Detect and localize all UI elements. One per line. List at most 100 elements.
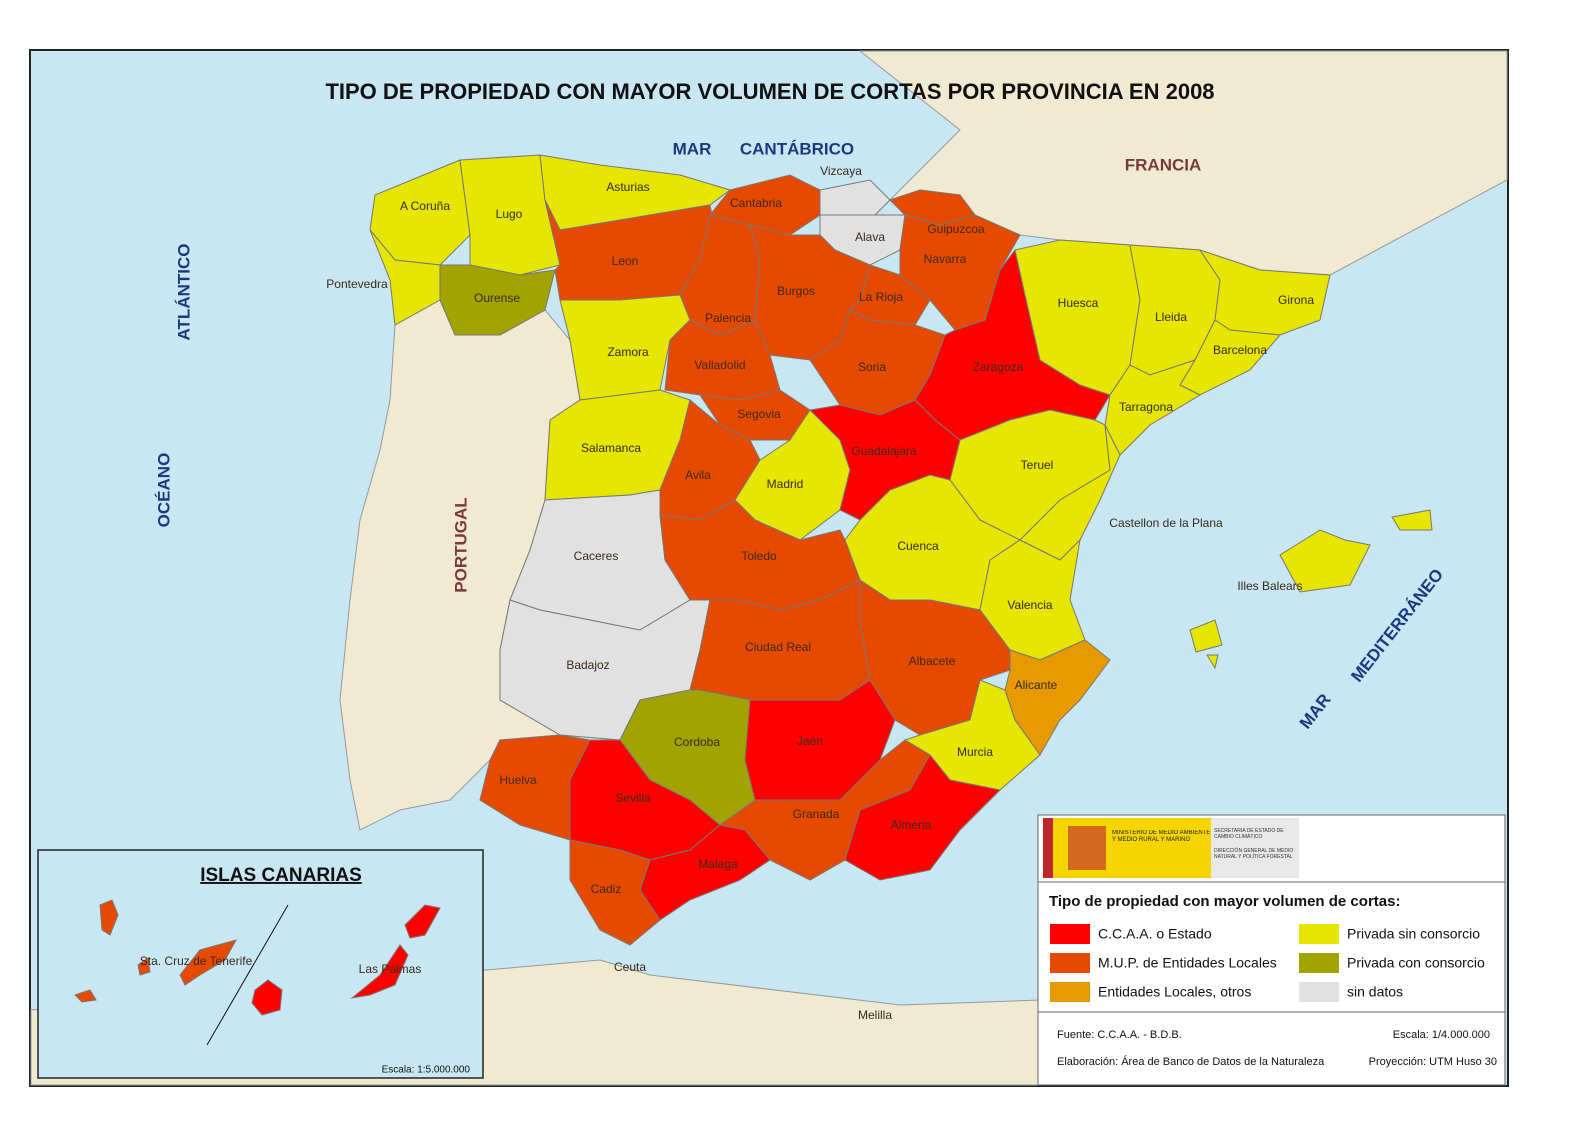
province-label: Sta. Cruz de Tenerife [140, 954, 253, 968]
legend-swatch [1050, 953, 1090, 973]
logo-ministry: MINISTERIO DE MEDIO AMBIENTE Y MEDIO RUR… [1112, 830, 1211, 843]
legend-items: C.C.A.A. o Estado M.U.P. de Entidades Loc… [1050, 924, 1485, 1002]
province [1004, 639, 1111, 756]
islands [74, 899, 441, 1016]
projection: Proyección: UTM Huso 30 [1369, 1056, 1497, 1068]
legend-swatch [1299, 924, 1339, 944]
province-label: Almeria [891, 818, 932, 832]
country-label: PORTUGAL [451, 497, 470, 592]
legend-label: Privada sin consorcio [1347, 926, 1480, 942]
province [844, 754, 1002, 881]
province-label: Huesca [1058, 296, 1099, 310]
legend-swatch [1050, 982, 1090, 1002]
divider [206, 904, 289, 1046]
province-label: Granada [793, 807, 840, 821]
province-label: Valladolid [694, 358, 745, 372]
source: Fuente: C.C.A.A. - B.D.B. [1057, 1029, 1182, 1041]
credits: Elaboración: Área de Banco de Datos de l… [1057, 1055, 1325, 1068]
city-label: Ceuta [614, 960, 646, 974]
province-label: Cadiz [591, 882, 622, 896]
province [569, 839, 661, 946]
province-label: Burgos [777, 284, 815, 298]
province-label: Asturias [606, 180, 649, 194]
inset-title: ISLAS CANARIAS [200, 865, 362, 886]
province-label: Badajoz [566, 658, 609, 672]
legend-label: C.C.A.A. o Estado [1098, 926, 1212, 942]
legend-swatch [1299, 953, 1339, 973]
province-label: Tarragona [1119, 400, 1173, 414]
legend-swatch [1050, 924, 1090, 944]
province-label: Guipuzcoa [927, 222, 985, 236]
legend-label: sin datos [1347, 984, 1403, 1000]
province-label: Illes Balears [1237, 579, 1302, 593]
legend-label: M.U.P. de Entidades Locales [1098, 955, 1277, 971]
province-label: Alicante [1015, 678, 1058, 692]
province-label: Caceres [574, 549, 619, 563]
province-label: Pontevedra [326, 277, 388, 291]
province-label: Malaga [698, 857, 738, 871]
sea-label: MAR [673, 139, 712, 158]
province-label: Leon [612, 254, 639, 268]
logo-text: SECRETARÍA DE ESTADO DE CAMBIO CLIMÁTICO… [1214, 828, 1294, 860]
scale: Escala: 1/4.000.000 [1393, 1029, 1490, 1041]
island [137, 957, 151, 976]
logo-gray [1211, 818, 1299, 878]
province-label: Salamanca [581, 441, 641, 455]
province-label: Avila [685, 468, 711, 482]
island [179, 939, 238, 986]
province-label: Zaragoza [973, 360, 1024, 374]
province-label: Alava [855, 230, 885, 244]
island [350, 944, 409, 999]
province-label: Murcia [957, 745, 993, 759]
island [74, 989, 97, 1003]
province [1189, 619, 1223, 653]
logo-text: MINISTERIO DE MEDIO AMBIENTE Y MEDIO RUR… [1112, 830, 1211, 843]
province-label: Cantabria [730, 196, 782, 210]
province-label: Ourense [474, 291, 520, 305]
flag [1043, 818, 1053, 878]
province-label: Segovia [737, 407, 781, 421]
provinces: A Coruña Lugo Pontevedra Ourense Asturias Can… [326, 154, 1433, 946]
inset-scale: Escala: 1:5.000.000 [382, 1065, 471, 1076]
province-label: Girona [1278, 293, 1314, 307]
province-label: Guadalajara [851, 444, 917, 458]
province-label: Palencia [705, 311, 751, 325]
sea-label: ATLÁNTICO [174, 244, 193, 341]
province [1279, 529, 1371, 593]
map-title: TIPO DE PROPIEDAD CON MAYOR VOLUMEN DE C… [325, 79, 1214, 104]
province-label: Jaen [797, 734, 823, 748]
province [1206, 654, 1219, 670]
legend-title: Tipo de propiedad con mayor volumen de c… [1049, 893, 1400, 910]
province-label: Castellon de la Plana [1109, 516, 1223, 530]
inset-frame [37, 849, 484, 1079]
province [1391, 509, 1433, 531]
province-label: Navarra [924, 252, 967, 266]
province-label: Soria [858, 360, 886, 374]
province-label: Cuenca [897, 539, 939, 553]
province-label: La Rioja [859, 290, 903, 304]
logo-secretaria: SECRETARÍA DE ESTADO DE CAMBIO CLIMÁTICO [1214, 828, 1284, 840]
province-label: Teruel [1021, 458, 1054, 472]
island [404, 904, 441, 939]
sea-label: CANTÁBRICO [740, 139, 854, 158]
legend: MINISTERIO DE MEDIO AMBIENTE Y MEDIO RUR… [1037, 814, 1506, 1086]
province [819, 179, 891, 216]
province [559, 294, 691, 401]
province-label: Toledo [741, 549, 777, 563]
canarias-inset: ISLAS CANARIAS Sta. Cruz de Tenerife Las… [37, 849, 484, 1079]
legend-swatch [1299, 982, 1339, 1002]
province-label: Las Palmas [359, 962, 422, 976]
legend-label: Privada con consorcio [1347, 955, 1485, 971]
province-label: Barcelona [1213, 343, 1267, 357]
logo-direccion: DIRECCIÓN GENERAL DE MEDIO NATURAL Y POL… [1214, 848, 1294, 860]
shield [1068, 826, 1106, 870]
island [99, 899, 119, 936]
province-label: Cordoba [674, 735, 720, 749]
country-label: FRANCIA [1125, 155, 1202, 174]
island [251, 979, 283, 1016]
province-label: Zamora [607, 345, 649, 359]
province [439, 264, 556, 336]
city-label: Melilla [858, 1008, 892, 1022]
province-label: Madrid [767, 477, 804, 491]
